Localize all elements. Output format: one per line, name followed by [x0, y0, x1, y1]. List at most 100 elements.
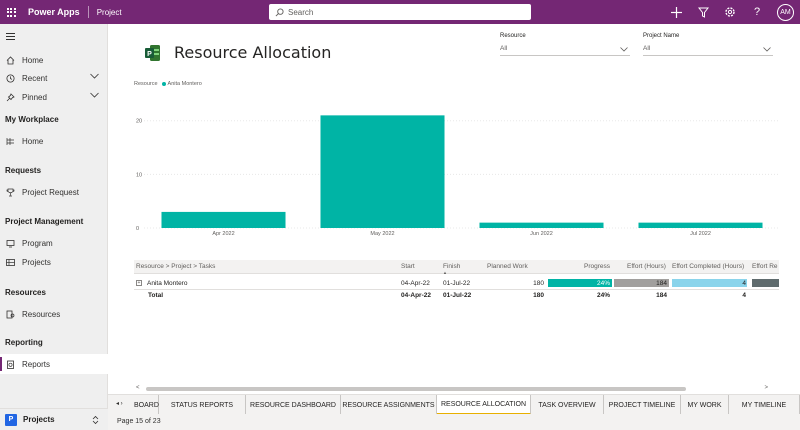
project-name-slicer: Project Name All — [643, 33, 773, 56]
sidebar-item-recent[interactable]: Recent — [0, 68, 108, 88]
tab-resource-assignments[interactable]: RESOURCE ASSIGNMENTS — [341, 395, 437, 415]
sidebar-item-label: Home — [22, 137, 43, 146]
group-heading-requests: Requests — [5, 166, 41, 175]
chevron-down-icon[interactable] — [90, 92, 99, 98]
sidebar-item-program[interactable]: Program — [0, 233, 108, 253]
settings-gear-icon[interactable] — [723, 5, 737, 19]
project-name-dropdown[interactable]: All — [643, 43, 773, 56]
row-effort-completed: 4 — [734, 280, 746, 287]
table-row[interactable]: + Anita Montero 04-Apr-22 01-Jul-22 180 2… — [134, 278, 779, 289]
bar[interactable] — [638, 223, 762, 228]
sidebar-item-projects[interactable]: Projects — [0, 252, 108, 272]
x-tick-label: Jun 2022 — [530, 231, 553, 237]
group-heading-my-workplace: My Workplace — [5, 115, 59, 124]
sidebar-item-resources[interactable]: Resources — [0, 304, 108, 324]
y-tick-label: 20 — [136, 119, 142, 125]
expand-icon[interactable]: + — [136, 280, 142, 286]
table-total-row: Total 04-Apr-22 01-Jul-22 180 24% 184 4 — [134, 289, 779, 300]
horizontal-scrollbar[interactable]: < > — [134, 386, 770, 392]
resource-dropdown[interactable]: All — [500, 43, 630, 56]
tab-my-work[interactable]: MY WORK — [681, 395, 729, 415]
add-icon[interactable] — [669, 5, 683, 19]
bar[interactable] — [479, 223, 603, 228]
sidebar-item-label: Pinned — [22, 93, 47, 102]
scrollbar-thumb[interactable] — [146, 387, 686, 391]
hamburger-menu-icon[interactable] — [6, 33, 15, 42]
group-heading-resources: Resources — [5, 288, 46, 297]
sidebar: Home Recent Pinned My Workplace Home Req… — [0, 24, 108, 430]
allocation-matrix: Resource > Project > Tasks Start Finish … — [134, 260, 779, 300]
column-header-start[interactable]: Start — [401, 263, 415, 270]
chevron-down-icon[interactable] — [90, 73, 99, 79]
grid-icon — [5, 257, 15, 267]
chevron-down-icon — [763, 47, 771, 52]
area-badge: P — [5, 414, 17, 426]
app-name[interactable]: Power Apps — [28, 7, 80, 17]
tab-task-overview[interactable]: TASK OVERVIEW — [531, 395, 604, 415]
x-tick-label: Apr 2022 — [212, 231, 234, 237]
trophy-icon — [5, 187, 15, 197]
tab-scroll-arrows-icon[interactable]: ◂ › — [116, 400, 123, 407]
page-title: Resource Allocation — [174, 43, 331, 62]
tab-label: STATUS REPORTS — [171, 402, 233, 409]
legend-item[interactable]: Anita Montero — [168, 81, 202, 87]
column-header-planned-work[interactable]: Planned Work — [487, 263, 528, 270]
slicer-label: Resource — [500, 33, 630, 39]
tab-project-timeline[interactable]: PROJECT TIMELINE — [604, 395, 681, 415]
sidebar-item-label: Program — [22, 239, 53, 248]
environment-name[interactable]: Project — [97, 8, 122, 17]
monitor-icon — [5, 238, 15, 248]
scroll-left-icon[interactable]: < — [136, 385, 140, 391]
tab-my-timeline[interactable]: MY TIMELINE — [729, 395, 800, 415]
home-icon — [5, 55, 15, 65]
table-header: Resource > Project > Tasks Start Finish … — [134, 260, 779, 274]
column-header-effort-remaining[interactable]: Effort Re — [752, 263, 778, 270]
bar[interactable] — [320, 115, 444, 228]
chevron-updown-icon — [92, 415, 99, 425]
total-effort: 184 — [649, 292, 667, 299]
sidebar-item-home[interactable]: Home — [0, 50, 108, 70]
total-effort-completed: 4 — [734, 292, 746, 299]
chart-legend: Resource Anita Montero — [134, 81, 202, 87]
pin-icon — [5, 92, 15, 102]
legend-title: Resource — [134, 81, 158, 87]
area-label: Projects — [23, 415, 55, 424]
help-icon[interactable]: ? — [750, 5, 764, 19]
avatar[interactable]: AM — [777, 4, 794, 21]
sidebar-item-workplace-home[interactable]: Home — [0, 131, 108, 151]
sidebar-item-label: Recent — [22, 74, 47, 83]
tab-status-reports[interactable]: STATUS REPORTS — [159, 395, 246, 415]
x-tick-label: Jul 2022 — [690, 231, 711, 237]
app-launcher-waffle-icon[interactable] — [0, 0, 22, 24]
search-icon — [275, 8, 284, 17]
dropdown-value: All — [643, 45, 650, 52]
search-input[interactable]: Search — [269, 4, 531, 20]
sidebar-item-project-request[interactable]: Project Request — [0, 182, 108, 202]
sidebar-item-reports[interactable]: Reports — [0, 354, 108, 374]
report-icon — [5, 359, 15, 369]
clock-icon — [5, 73, 15, 83]
bar[interactable] — [161, 212, 285, 228]
y-tick-label: 0 — [136, 226, 139, 232]
sidebar-item-pinned[interactable]: Pinned — [0, 87, 108, 107]
total-start: 04-Apr-22 — [401, 292, 431, 299]
slicer-label: Project Name — [643, 33, 773, 39]
filter-icon[interactable] — [696, 5, 710, 19]
scroll-right-icon[interactable]: > — [764, 385, 768, 391]
tab-resource-allocation[interactable]: RESOURCE ALLOCATION — [437, 395, 531, 415]
row-effort: 184 — [649, 280, 667, 287]
area-switcher[interactable]: P Projects — [0, 408, 108, 430]
row-planned: 180 — [532, 280, 544, 287]
divider — [88, 6, 89, 18]
tab-label: PROJECT TIMELINE — [609, 402, 676, 409]
column-header-effort[interactable]: Effort (Hours) — [627, 263, 666, 270]
column-header-hierarchy[interactable]: Resource > Project > Tasks — [136, 263, 215, 270]
column-header-effort-completed[interactable]: Effort Completed (Hours) — [672, 263, 744, 270]
tab-board[interactable]: BOARD — [132, 395, 159, 415]
resource-allocation-chart: 0 10 20 Apr 2022 May 2022 Jun 2022 Jul 2022 — [130, 110, 780, 240]
tab-resource-dashboard[interactable]: RESOURCE DASHBOARD — [246, 395, 341, 415]
effort-remaining-bar — [752, 279, 779, 287]
row-progress: 24% — [594, 280, 610, 287]
column-header-progress[interactable]: Progress — [584, 263, 610, 270]
column-header-finish[interactable]: Finish — [443, 263, 460, 270]
